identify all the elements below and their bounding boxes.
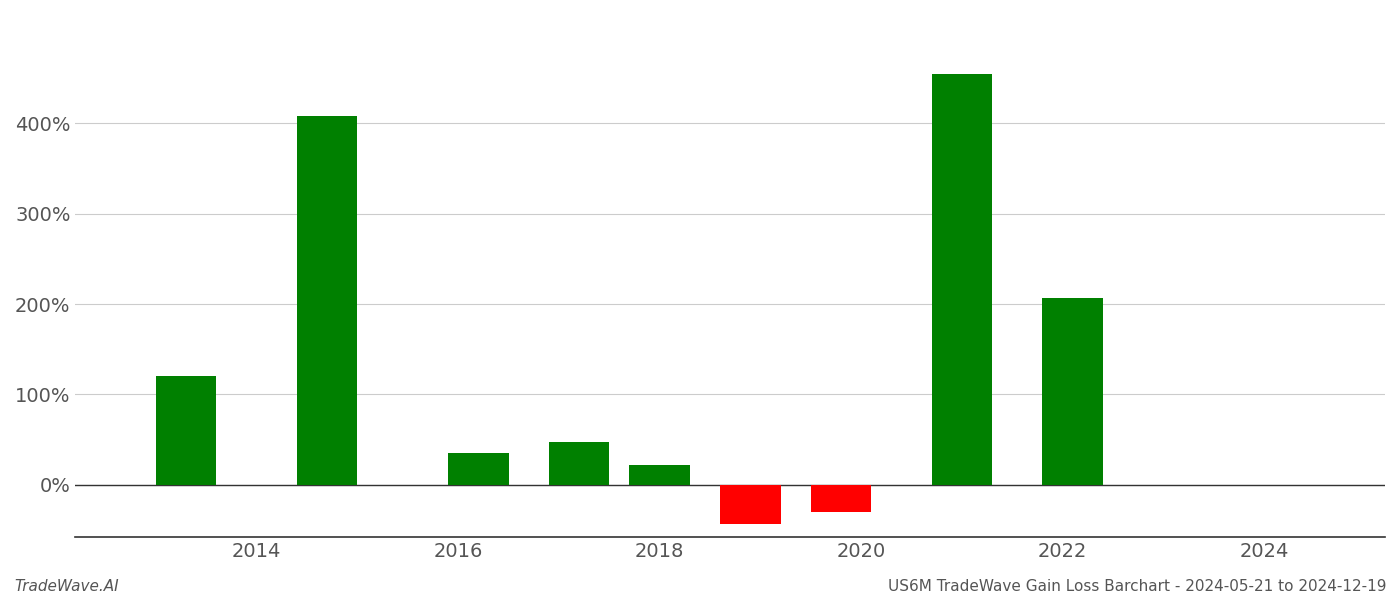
Bar xyxy=(155,376,217,485)
Bar xyxy=(931,74,993,485)
Bar xyxy=(549,442,609,485)
Bar xyxy=(630,465,690,485)
Text: US6M TradeWave Gain Loss Barchart - 2024-05-21 to 2024-12-19: US6M TradeWave Gain Loss Barchart - 2024… xyxy=(888,579,1386,594)
Bar xyxy=(448,453,508,485)
Text: TradeWave.AI: TradeWave.AI xyxy=(14,579,119,594)
Bar xyxy=(811,485,871,512)
Bar xyxy=(1043,298,1103,485)
Bar xyxy=(720,485,781,524)
Bar xyxy=(297,116,357,485)
